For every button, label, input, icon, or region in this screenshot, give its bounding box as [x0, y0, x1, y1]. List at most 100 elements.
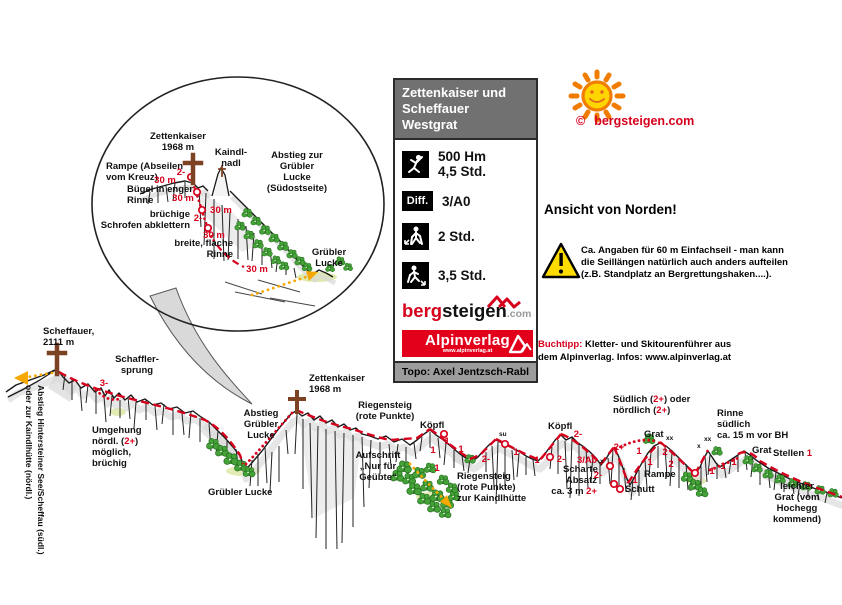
- label-riegensteig-kaindl-label: Riegensteig (rote Punkte) zur Kaindlhütte: [457, 471, 527, 504]
- bergsteigen-logo-tld: .com: [506, 308, 532, 320]
- label-grade-2a: 2: [662, 447, 668, 458]
- alpinverlag-logo-name: Alpinverlag: [425, 332, 510, 349]
- label-grade-1i: 1: [632, 475, 638, 486]
- stat-row-descent: 3,5 Std.: [402, 262, 529, 289]
- copyright-text: bergsteigen.com: [594, 114, 695, 128]
- label-schutt-label: Schutt: [625, 484, 655, 495]
- label-inset-30m-1: 30 m: [154, 175, 176, 186]
- label-inset-grade-2m-b: 2-: [193, 213, 203, 224]
- label-grade-1e: 1: [513, 447, 519, 458]
- copyright-symbol: ©: [576, 114, 586, 128]
- alpinverlag-logo: Alpinverlag www.alpinverlag.at: [402, 330, 533, 357]
- stat-climb-value: 500 Hm 4,5 Std.: [438, 149, 487, 179]
- label-aufschrift-label: Aufschrift „Nur für Geübte“: [355, 450, 401, 483]
- label-inset-30m-4: 30 m: [203, 230, 225, 241]
- label-inset-kaindlnadl-label: Kaindl-nadl: [214, 147, 248, 169]
- stat-descent-value: 3,5 Std.: [438, 268, 487, 283]
- label-x-mark-1: x: [600, 458, 604, 465]
- label-grade-2m-c: 2-: [556, 454, 566, 465]
- label-grade-1l: 1: [731, 457, 737, 468]
- warning-triangle-icon: [541, 242, 581, 279]
- label-inset-30m-2: 30 m: [172, 193, 194, 204]
- label-inset-breite-label: breite, flache Rinne: [174, 238, 233, 260]
- label-grade-2m-d: 2-: [593, 470, 603, 481]
- scheffauer-cross-icon: [46, 342, 68, 377]
- label-grade-1c: 1: [458, 444, 464, 455]
- label-inset-buegel-label: Bügel in enger Rinne: [127, 184, 193, 206]
- label-grade-2p-a: 2+: [613, 442, 625, 453]
- label-rinne-label: Rinne südlich ca. 15 m vor BH: [717, 408, 789, 441]
- climber-icon: [402, 150, 429, 178]
- route-title: Zettenkaiser und Scheffauer Westgrat: [395, 80, 536, 140]
- label-grade-3minus: 3-: [99, 378, 109, 389]
- view-direction-note: Ansicht von Norden!: [544, 202, 677, 217]
- label-inset-30m-5: 30 m: [246, 264, 268, 275]
- label-scheffauer-label: Scheffauer, 2111 m: [43, 326, 95, 348]
- label-grade-1a: 1: [444, 436, 450, 447]
- label-grade-3a0: 3/A0: [577, 455, 598, 466]
- bergsteigen-logo: bergsteigen.com: [402, 295, 532, 324]
- inset-kaindlnadl-cross-icon: [218, 165, 226, 177]
- rope-warning-text: Ca. Angaben für 60 m Einfachseil - man k…: [581, 245, 788, 280]
- bergsteigen-logo-berg: berg: [402, 300, 443, 321]
- label-schafflersprung-label: Schaffler-sprung: [115, 354, 159, 376]
- topo-credit: Topo: Axel Jentzsch-Rabl: [395, 361, 536, 381]
- label-abstieg-gruebler-label: Abstieg Grübler Lucke: [243, 408, 279, 441]
- hiker-icon: [402, 223, 429, 250]
- label-grade-1b: 1: [430, 445, 436, 456]
- stat-row-approach: 2 Std.: [402, 223, 529, 250]
- label-grade-1f: 1: [534, 455, 540, 466]
- label-inset-grade-2m-a: 2-: [176, 167, 186, 178]
- label-xx-mark-1: xx: [666, 435, 674, 442]
- bergsteigen-mountain-icon: [487, 295, 521, 309]
- label-inset-abstieg-label: Abstieg zur Grübler Lucke (Südostseite): [266, 150, 328, 194]
- label-rampe-label: Rampe: [644, 469, 676, 480]
- label-inset-bruechige-label: brüchige Schrofen abklettern: [100, 209, 190, 231]
- label-riegensteig-label: Riegensteig (rote Punkte): [355, 400, 415, 422]
- stat-row-difficulty: Diff. 3/A0: [402, 191, 529, 211]
- label-scharte-label: Scharte: [563, 464, 598, 475]
- label-x-mark-2: x: [697, 443, 701, 450]
- label-xx-mark-2: xx: [704, 436, 712, 443]
- descent-hiker-icon: [402, 262, 429, 289]
- label-grat1-label: Grat: [644, 429, 664, 440]
- label-leichter-grat-label: leichter Grat (vom Hochegg kommend): [772, 481, 822, 525]
- label-grade-1k: 1: [720, 461, 726, 472]
- label-umgehung-label: Umgehung nördl. (2+) möglich, brüchig: [92, 425, 142, 469]
- label-stellen-label: Stellen 1: [773, 448, 813, 459]
- label-gruebler-lucke-label: Grübler Lucke: [208, 487, 273, 498]
- label-grat2-label: Grat: [752, 445, 772, 456]
- label-suedlich-label: Südlich (2+) oder nördlich (2+): [613, 394, 691, 416]
- sun-icon: [568, 69, 626, 123]
- stat-difficulty-value: 3/A0: [442, 193, 471, 209]
- main-topo-art: [5, 368, 842, 550]
- label-koepfl2-label: Köpfl: [548, 421, 573, 432]
- label-absatz-label: Absatz ca. 3 m 2+: [551, 475, 597, 497]
- zettenkaiser-cross-icon: [288, 390, 306, 414]
- label-grade-1d: 1: [434, 463, 440, 474]
- label-abstieg-hintersteiner-label: Abstieg Hintersteiner See/Scheffau (südl…: [24, 385, 46, 555]
- label-grade-1g: 1: [636, 446, 642, 457]
- label-inset-rampe-label: Rampe (Abseilen vom Kreuz): [106, 161, 184, 183]
- label-grade-2m-b: 2-: [573, 429, 583, 440]
- label-inset-30m-3: 30 m: [210, 205, 232, 216]
- book-tip-text: Kletter- und Skitourenführer aus dem Alp…: [538, 339, 732, 363]
- label-grade-2m-a: 2-: [481, 454, 491, 465]
- label-grade-1j: 1: [709, 466, 715, 477]
- stat-approach-value: 2 Std.: [438, 229, 475, 244]
- book-tip-label: Buchtipp:: [538, 339, 583, 350]
- copyright-line: © bergsteigen.com: [576, 114, 694, 128]
- label-zettenkaiser-label: Zettenkaiser 1968 m: [309, 373, 365, 395]
- difficulty-badge: Diff.: [402, 191, 433, 211]
- label-koepfl1-label: Köpfl: [420, 420, 445, 431]
- label-grade-2b: 2: [668, 459, 674, 470]
- label-inset-gruebler-label: Grübler Lucke: [311, 247, 347, 269]
- summit-crosses: [46, 152, 306, 414]
- label-grade-1h: 1: [647, 457, 653, 468]
- alpinverlag-logo-url: www.alpinverlag.at: [442, 348, 493, 354]
- inset-zettenkaiser-cross-icon: [182, 152, 204, 186]
- stat-row-climb: 500 Hm 4,5 Std.: [402, 149, 529, 179]
